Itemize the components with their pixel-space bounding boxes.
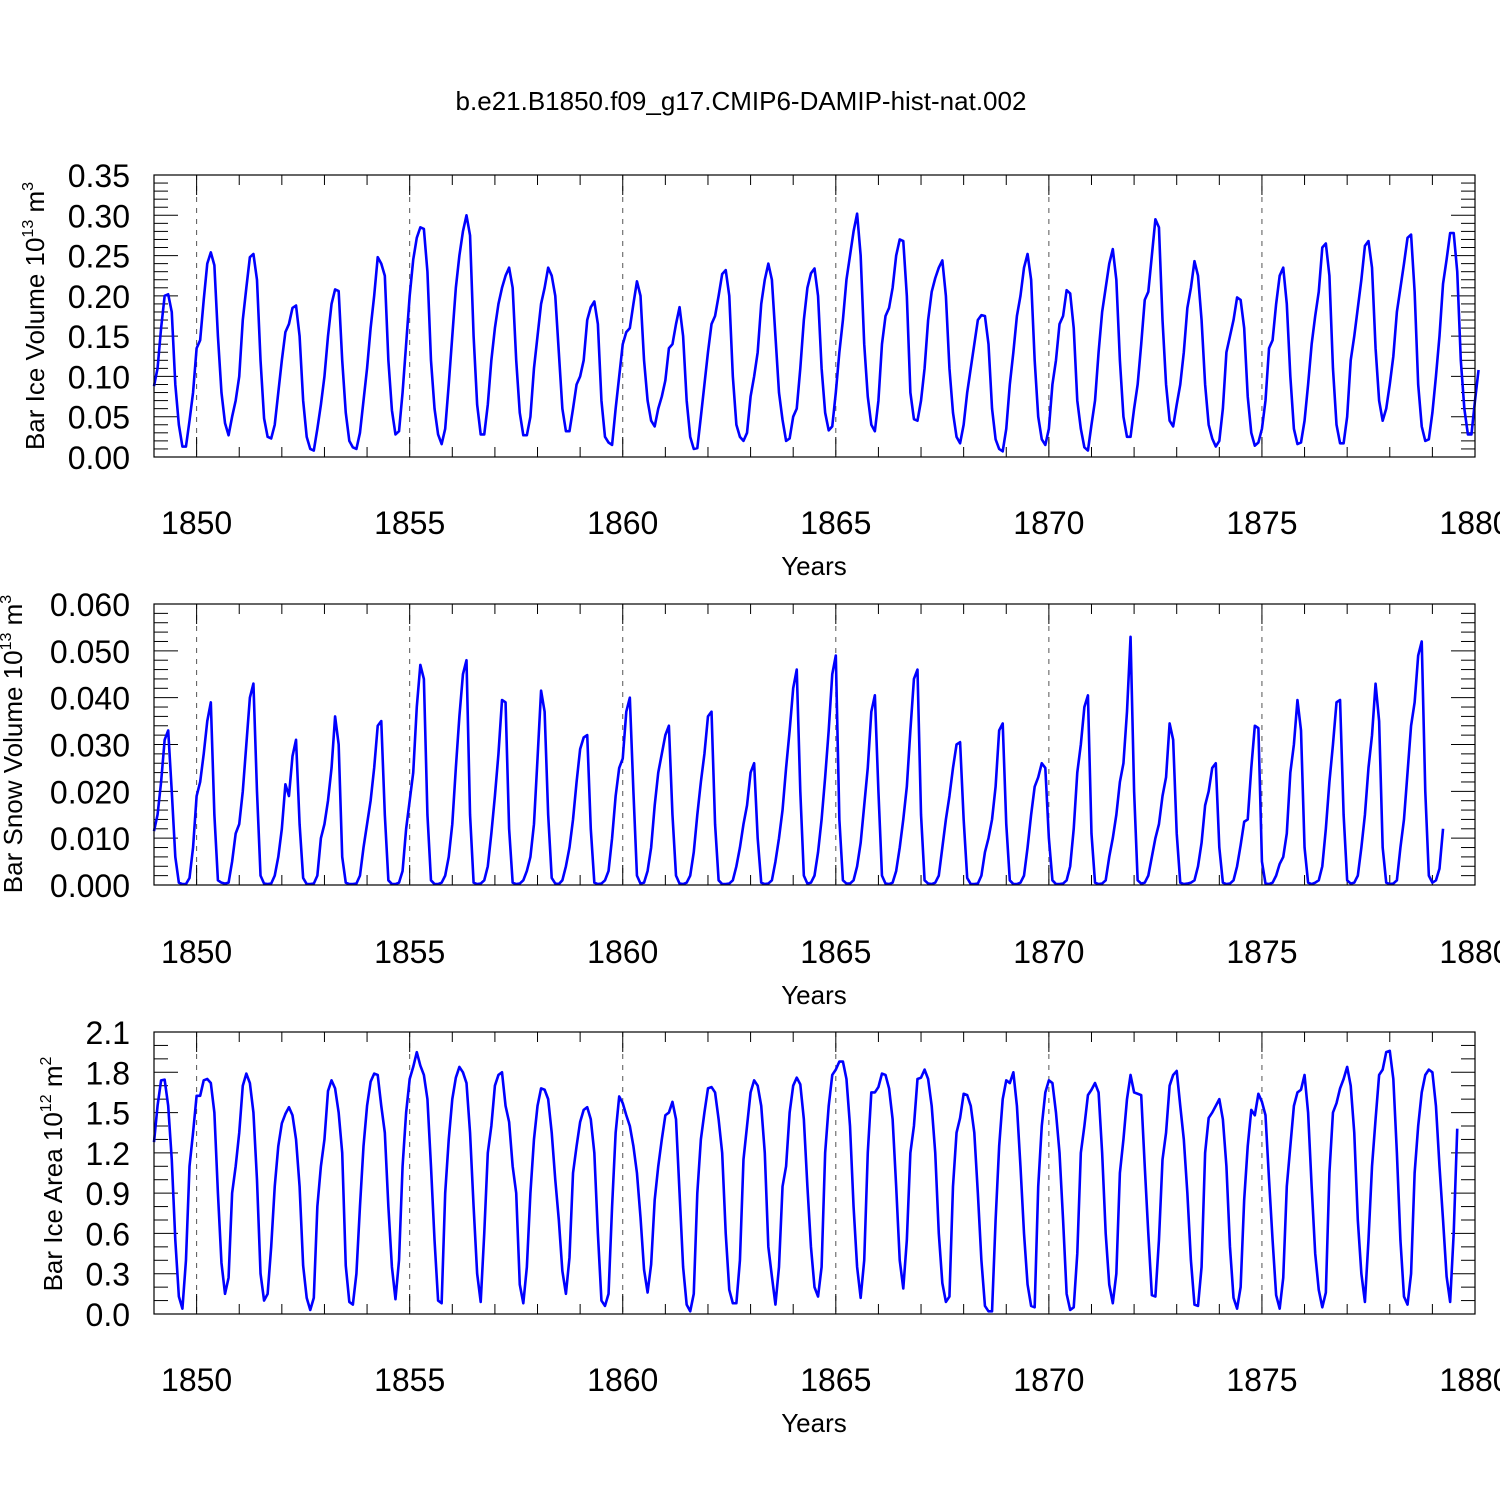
y-axis-title: Bar Ice Area 1012 m2 xyxy=(38,1056,68,1291)
x-tick-label: 1870 xyxy=(1013,505,1084,541)
x-tick-label: 1860 xyxy=(587,1362,658,1398)
y-axis-title-unit-exponent: 3 xyxy=(0,595,15,604)
y-axis-title: Bar Ice Volume 1013 m3 xyxy=(20,182,50,450)
plot-frame xyxy=(153,174,1476,458)
y-tick-label: 0.9 xyxy=(86,1176,130,1212)
panel-1: 1850 1855 1860 1865 1870 1875 1880 Years 0.00 0.0… xyxy=(20,158,1500,581)
y-tick-label: 0.3 xyxy=(86,1257,130,1293)
y-tick-label: 1.5 xyxy=(86,1096,130,1132)
y-axis-title-unit: m xyxy=(20,191,50,220)
y-tick-label: 0.030 xyxy=(50,728,130,764)
y-tick-label: 0.000 xyxy=(50,868,130,904)
figure-title: b.e21.B1850.f09_g17.CMIP6-DAMIP-hist-nat… xyxy=(456,86,1027,116)
x-tick-label: 1880 xyxy=(1439,505,1500,541)
y-axis-title-unit-exponent: 2 xyxy=(38,1056,55,1065)
x-tick-label: 1870 xyxy=(1013,934,1084,970)
y-tick-label: 0.05 xyxy=(68,400,130,436)
x-tick-label: 1875 xyxy=(1226,505,1297,541)
y-axis-title-unit-exponent: 3 xyxy=(20,182,37,191)
y-tick-label: 0.25 xyxy=(68,239,130,275)
y-tick-label: 0.30 xyxy=(68,198,130,234)
y-tick-label: 0.6 xyxy=(86,1216,130,1252)
series-line-1 xyxy=(152,1049,1459,1313)
series-line-1 xyxy=(152,212,1480,453)
x-tick-label: 1865 xyxy=(800,1362,871,1398)
y-tick-label: 0.060 xyxy=(50,587,130,623)
x-tick-label: 1880 xyxy=(1439,934,1500,970)
y-tick-label: 0.050 xyxy=(50,634,130,670)
y-tick-label: 0.20 xyxy=(68,279,130,315)
x-tick-label: 1865 xyxy=(800,934,871,970)
y-tick-label: 0.020 xyxy=(50,774,130,810)
y-tick-label: 0.0 xyxy=(86,1297,130,1333)
y-tick-label: 0.35 xyxy=(68,158,130,194)
y-axis-title-unit: m xyxy=(38,1065,68,1094)
x-tick-label: 1875 xyxy=(1226,934,1297,970)
x-tick-label: 1870 xyxy=(1013,1362,1084,1398)
y-axis-title-main: Bar Ice Volume 10 xyxy=(20,238,50,450)
panels: 1850 1855 1860 1865 1870 1875 1880 Years 0.00 0.0… xyxy=(0,158,1500,1438)
x-tick-label: 1860 xyxy=(587,934,658,970)
y-axis-title: Bar Snow Volume 1013 m3 xyxy=(0,595,28,894)
x-tick-label: 1855 xyxy=(374,505,445,541)
x-axis-title: Years xyxy=(781,980,847,1010)
y-axis-title-main: Bar Ice Area 10 xyxy=(38,1112,68,1291)
x-tick-label: 1850 xyxy=(161,934,232,970)
y-tick-label: 0.15 xyxy=(68,319,130,355)
y-tick-label: 2.1 xyxy=(86,1015,130,1051)
x-tick-label: 1855 xyxy=(374,1362,445,1398)
y-tick-label: 0.010 xyxy=(50,821,130,857)
y-axis-title-exponent: 13 xyxy=(20,220,37,238)
y-tick-label: 1.8 xyxy=(86,1055,130,1091)
x-tick-label: 1850 xyxy=(161,505,232,541)
series-line-1 xyxy=(152,635,1445,886)
x-tick-label: 1860 xyxy=(587,505,658,541)
y-axis-title-main: Bar Snow Volume 10 xyxy=(0,650,28,893)
x-tick-label: 1850 xyxy=(161,1362,232,1398)
x-tick-label: 1875 xyxy=(1226,1362,1297,1398)
y-tick-label: 0.00 xyxy=(68,440,130,476)
plot-frame xyxy=(153,603,1476,886)
y-tick-label: 1.2 xyxy=(86,1136,130,1172)
x-tick-label: 1865 xyxy=(800,505,871,541)
x-axis-title: Years xyxy=(781,551,847,581)
x-tick-label: 1880 xyxy=(1439,1362,1500,1398)
panel-2: 1850 1855 1860 1865 1870 1875 1880 Years 0.000 0.… xyxy=(0,587,1500,1010)
x-axis-title: Years xyxy=(781,1408,847,1438)
y-tick-label: 0.10 xyxy=(68,359,130,395)
y-axis-title-unit: m xyxy=(0,604,28,633)
y-axis-title-exponent: 13 xyxy=(0,632,15,650)
plot-frame xyxy=(153,1031,1476,1315)
y-axis-title-exponent: 12 xyxy=(38,1094,55,1112)
y-tick-label: 0.040 xyxy=(50,681,130,717)
x-tick-label: 1855 xyxy=(374,934,445,970)
panel-3: 1850 1855 1860 1865 1870 1875 1880 Years 0.0 0.3 0… xyxy=(38,1015,1500,1438)
